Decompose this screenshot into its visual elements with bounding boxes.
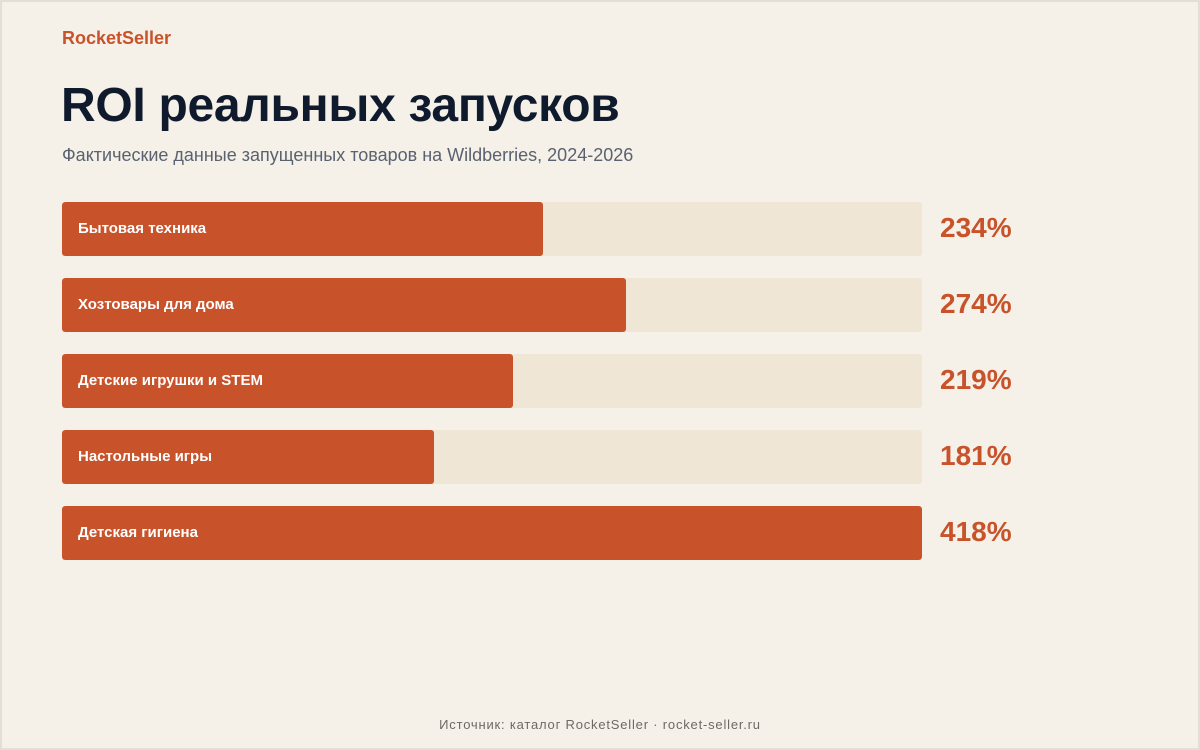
bar bbox=[62, 354, 513, 408]
bar bbox=[62, 278, 626, 332]
bar-row: Настольные игры 181% bbox=[62, 430, 1062, 484]
brand-logo: RocketSeller bbox=[62, 28, 172, 48]
bar-category-label: Хозтовары для дома bbox=[78, 296, 234, 313]
bar-category-label: Бытовая техника bbox=[78, 220, 207, 237]
bar-value-label: 181% bbox=[940, 440, 1012, 471]
bar bbox=[62, 202, 543, 256]
bar bbox=[62, 430, 434, 484]
bar-track: Бытовая техника bbox=[62, 202, 922, 256]
bar-value-label: 219% bbox=[940, 364, 1012, 395]
source-footer: Источник: каталог RocketSeller · rocket-… bbox=[439, 717, 761, 732]
bar-track: Детские игрушки и STEM bbox=[62, 354, 922, 408]
bar-track: Хозтовары для дома bbox=[62, 278, 922, 332]
bar-row: Детская гигиена 418% bbox=[62, 506, 1062, 560]
bar-row: Бытовая техника 234% bbox=[62, 202, 1062, 256]
bar-category-label: Настольные игры bbox=[78, 448, 213, 465]
bar-category-label: Детские игрушки и STEM bbox=[78, 372, 263, 389]
bar-row: Детские игрушки и STEM 219% bbox=[62, 354, 1062, 408]
page-title: ROI реальных запусков bbox=[61, 79, 620, 132]
bar-track: Настольные игры bbox=[62, 430, 922, 484]
bar-value-label: 234% bbox=[940, 212, 1012, 243]
bar-value-label: 418% bbox=[940, 516, 1012, 547]
bar-category-label: Детская гигиена bbox=[78, 524, 198, 541]
bar-row: Хозтовары для дома 274% bbox=[62, 278, 1062, 332]
bar-track: Детская гигиена bbox=[62, 506, 922, 560]
page-subtitle: Фактические данные запущенных товаров на… bbox=[62, 145, 634, 165]
roi-bar-chart: Бытовая техника 234% Хозтовары для дома 274… bbox=[62, 202, 1062, 582]
bar-value-label: 274% bbox=[940, 288, 1012, 319]
bar bbox=[62, 506, 922, 560]
